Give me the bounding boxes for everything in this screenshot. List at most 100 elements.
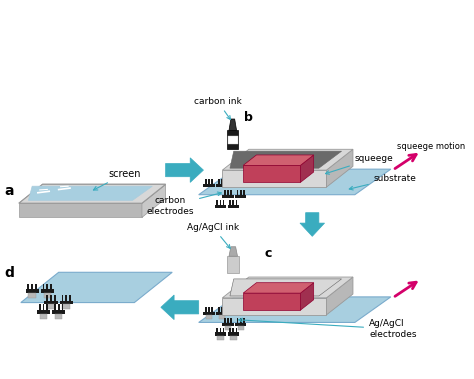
Polygon shape [142, 184, 165, 218]
Polygon shape [199, 297, 391, 323]
Polygon shape [62, 304, 64, 310]
Polygon shape [219, 328, 221, 332]
Polygon shape [40, 314, 47, 319]
Polygon shape [39, 304, 41, 310]
Polygon shape [26, 289, 39, 293]
Polygon shape [229, 200, 231, 205]
Polygon shape [19, 203, 142, 218]
Text: d: d [5, 266, 15, 280]
Polygon shape [199, 169, 391, 195]
Polygon shape [301, 155, 314, 182]
Polygon shape [63, 304, 70, 309]
Polygon shape [224, 179, 226, 184]
Polygon shape [230, 151, 342, 168]
Polygon shape [50, 283, 52, 289]
Polygon shape [35, 283, 37, 289]
Polygon shape [236, 200, 237, 205]
Polygon shape [230, 279, 342, 296]
Polygon shape [235, 195, 246, 199]
Polygon shape [203, 312, 215, 315]
Polygon shape [229, 328, 231, 332]
Polygon shape [237, 318, 238, 323]
Polygon shape [227, 256, 239, 273]
Polygon shape [28, 186, 152, 200]
Polygon shape [232, 328, 234, 332]
Polygon shape [237, 190, 238, 195]
Polygon shape [243, 190, 245, 195]
Polygon shape [327, 277, 353, 315]
Polygon shape [229, 247, 237, 256]
Polygon shape [208, 307, 210, 312]
Polygon shape [221, 307, 223, 312]
Polygon shape [19, 184, 165, 203]
Polygon shape [203, 184, 215, 187]
Polygon shape [21, 272, 172, 302]
Polygon shape [218, 307, 219, 312]
Polygon shape [300, 213, 325, 236]
Polygon shape [62, 295, 64, 301]
Polygon shape [28, 293, 36, 298]
Text: carbon
electrodes: carbon electrodes [146, 192, 221, 216]
Polygon shape [37, 310, 50, 314]
Polygon shape [243, 155, 314, 165]
Polygon shape [45, 301, 58, 304]
Polygon shape [223, 328, 225, 332]
Polygon shape [19, 184, 165, 203]
Polygon shape [227, 190, 229, 195]
Polygon shape [54, 304, 56, 310]
Polygon shape [69, 295, 71, 301]
Text: screen: screen [93, 169, 141, 190]
Polygon shape [216, 184, 228, 187]
Polygon shape [27, 283, 29, 289]
Polygon shape [230, 190, 232, 195]
Polygon shape [219, 315, 225, 319]
Text: Ag/AgCl ink: Ag/AgCl ink [187, 223, 239, 248]
Polygon shape [327, 149, 353, 187]
Polygon shape [217, 200, 218, 205]
Polygon shape [240, 318, 242, 323]
Text: Ag/AgCl
electrodes: Ag/AgCl electrodes [239, 318, 417, 339]
Polygon shape [228, 136, 237, 144]
Polygon shape [46, 283, 48, 289]
Polygon shape [216, 312, 228, 315]
Polygon shape [46, 295, 48, 301]
Polygon shape [211, 179, 213, 184]
Text: squeege motion: squeege motion [397, 142, 465, 151]
Polygon shape [54, 295, 56, 301]
Polygon shape [222, 170, 327, 187]
Polygon shape [31, 283, 33, 289]
Polygon shape [227, 318, 229, 323]
Polygon shape [43, 304, 45, 310]
Polygon shape [46, 304, 48, 310]
Polygon shape [222, 195, 234, 199]
Polygon shape [243, 283, 314, 293]
Polygon shape [50, 295, 52, 301]
Text: a: a [5, 185, 14, 199]
Polygon shape [240, 190, 242, 195]
Polygon shape [41, 289, 54, 293]
Polygon shape [301, 283, 314, 310]
Polygon shape [47, 304, 55, 309]
Polygon shape [161, 295, 199, 319]
Polygon shape [208, 179, 210, 184]
Polygon shape [221, 179, 223, 184]
Polygon shape [60, 301, 73, 304]
Polygon shape [52, 310, 65, 314]
Polygon shape [237, 326, 244, 330]
Polygon shape [232, 200, 234, 205]
Polygon shape [218, 179, 219, 184]
Polygon shape [243, 165, 301, 182]
Polygon shape [222, 277, 353, 298]
Polygon shape [224, 190, 226, 195]
Polygon shape [211, 307, 213, 312]
Polygon shape [229, 119, 237, 130]
Polygon shape [230, 336, 237, 340]
Polygon shape [205, 307, 207, 312]
Polygon shape [224, 318, 226, 323]
Polygon shape [243, 318, 245, 323]
Polygon shape [222, 149, 353, 170]
Polygon shape [243, 293, 301, 310]
Polygon shape [44, 293, 51, 298]
Polygon shape [225, 326, 231, 330]
Polygon shape [222, 298, 327, 315]
